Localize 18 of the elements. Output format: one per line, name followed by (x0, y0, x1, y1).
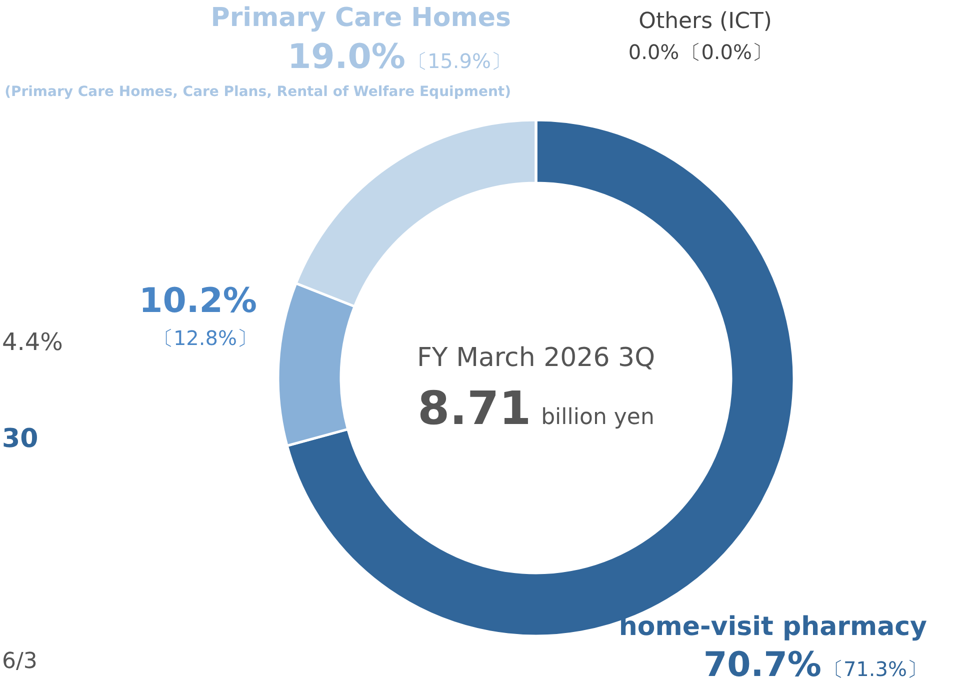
text: 0.0% (628, 40, 680, 64)
text: (Primary Care Homes, Care Plans, Rental of Welfare Equipment) (4, 84, 511, 100)
data-label: 10.2% (139, 281, 257, 321)
text: FY March 2026 3Q (416, 343, 656, 373)
text: 30 (2, 424, 38, 454)
category-label: Others (ICT) (638, 9, 772, 34)
slice-label: home-visit pharmacy (618, 612, 928, 642)
slice-label: Primary Care Homes (210, 3, 511, 33)
text: 6/3 (2, 649, 38, 674)
text: 〔12.8%〕 (153, 326, 257, 350)
text: billion yen (541, 405, 654, 430)
text: 〔15.9%〕 (407, 49, 511, 73)
text: 4.4% (2, 328, 63, 356)
text: 〔0.0%〕 (681, 40, 772, 64)
text: 〔71.3%〕 (823, 657, 927, 681)
data-label: 70.7% (703, 645, 822, 684)
data-label: 19.0% (287, 37, 406, 77)
text: 8.71 (418, 381, 532, 435)
